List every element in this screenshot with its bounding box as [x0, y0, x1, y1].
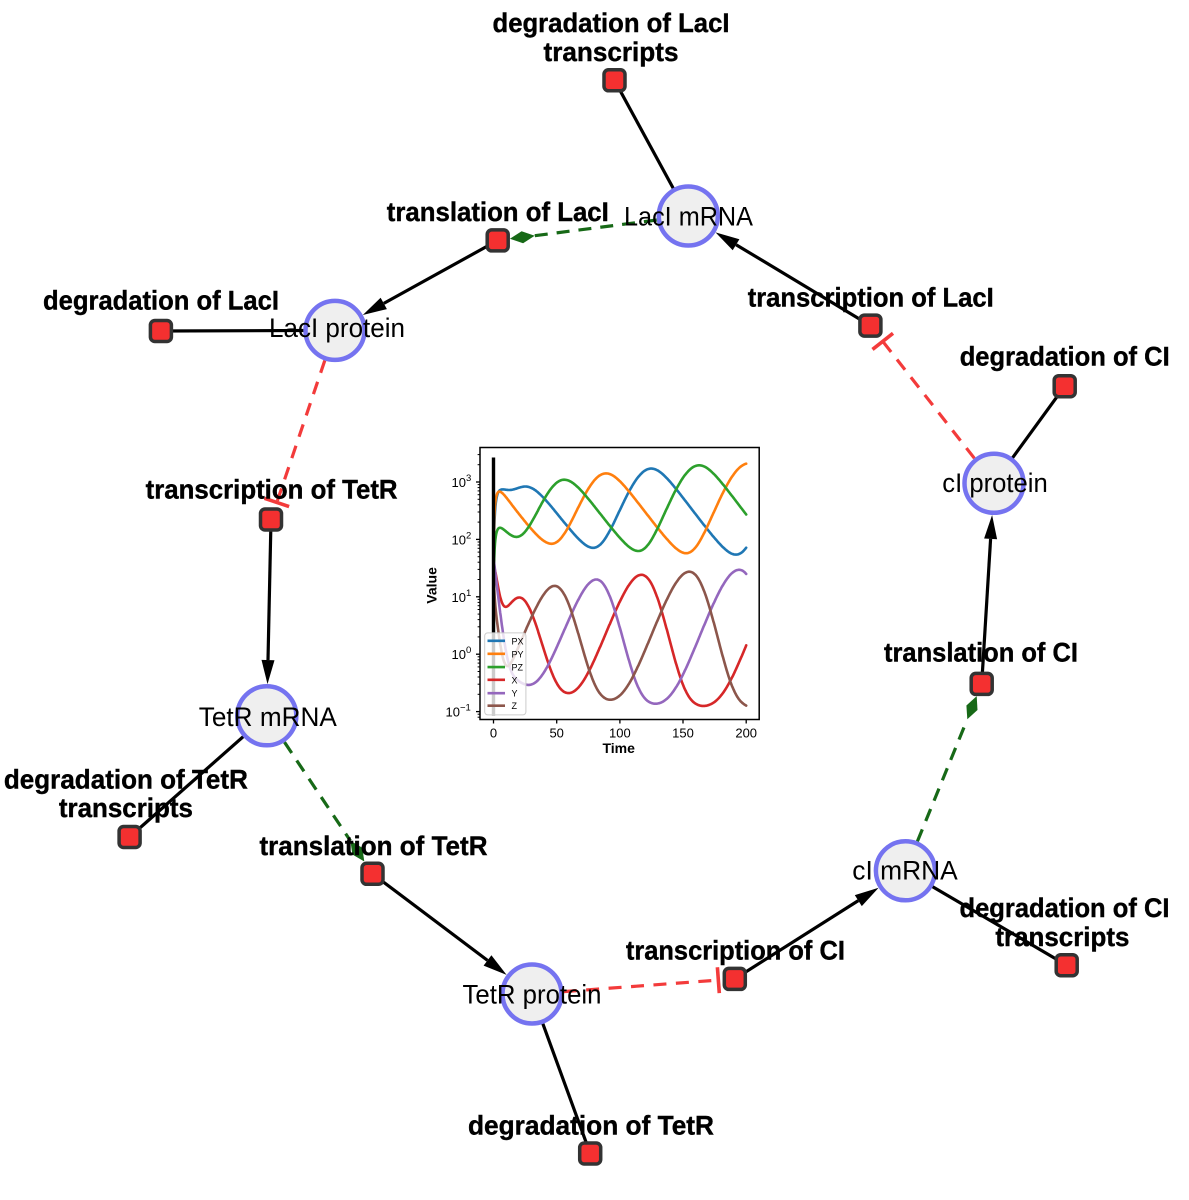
svg-text:PZ: PZ	[512, 663, 524, 673]
svg-text:10: 10	[452, 647, 466, 662]
svg-text:degradation of CI: degradation of CI	[960, 342, 1170, 372]
svg-text:cI protein: cI protein	[942, 468, 1048, 498]
svg-text:Z: Z	[512, 701, 518, 711]
svg-text:X: X	[512, 675, 518, 685]
svg-text:translation of TetR: translation of TetR	[260, 831, 488, 861]
svg-text:TetR mRNA: TetR mRNA	[199, 702, 337, 732]
svg-text:10: 10	[452, 590, 466, 605]
svg-text:3: 3	[466, 473, 471, 484]
svg-text:2: 2	[466, 530, 471, 541]
svg-text:LacI protein: LacI protein	[269, 313, 405, 343]
svg-text:0: 0	[490, 725, 497, 740]
svg-text:translation of CI: translation of CI	[884, 638, 1078, 668]
svg-text:transcription of CI: transcription of CI	[626, 935, 845, 965]
svg-text:10: 10	[452, 532, 466, 547]
svg-text:transcripts: transcripts	[995, 922, 1129, 952]
svg-text:100: 100	[609, 725, 631, 740]
svg-text:10: 10	[446, 705, 460, 720]
svg-text:TetR protein: TetR protein	[463, 980, 602, 1010]
svg-text:10: 10	[452, 475, 466, 490]
svg-text:200: 200	[735, 725, 757, 740]
svg-text:cI mRNA: cI mRNA	[852, 855, 958, 885]
svg-text:PX: PX	[512, 636, 524, 646]
svg-text:transcription of TetR: transcription of TetR	[146, 475, 398, 505]
svg-text:150: 150	[672, 725, 694, 740]
svg-text:degradation of TetR: degradation of TetR	[4, 765, 248, 795]
svg-text:transcripts: transcripts	[544, 37, 679, 67]
svg-text:degradation of CI: degradation of CI	[960, 893, 1170, 923]
svg-text:−1: −1	[460, 703, 471, 714]
svg-text:1: 1	[466, 588, 471, 599]
svg-text:transcription of LacI: transcription of LacI	[748, 283, 994, 313]
svg-text:PY: PY	[512, 649, 524, 659]
svg-text:0: 0	[466, 645, 471, 656]
svg-text:degradation of LacI: degradation of LacI	[493, 8, 730, 38]
svg-text:translation of LacI: translation of LacI	[387, 197, 609, 227]
svg-text:Value: Value	[424, 567, 440, 604]
svg-text:transcripts: transcripts	[59, 793, 193, 823]
svg-text:Y: Y	[512, 689, 518, 699]
svg-text:degradation of TetR: degradation of TetR	[468, 1110, 714, 1140]
svg-text:LacI mRNA: LacI mRNA	[624, 202, 753, 232]
svg-text:50: 50	[549, 725, 563, 740]
svg-text:degradation of LacI: degradation of LacI	[43, 286, 279, 316]
svg-text:Time: Time	[602, 740, 635, 756]
